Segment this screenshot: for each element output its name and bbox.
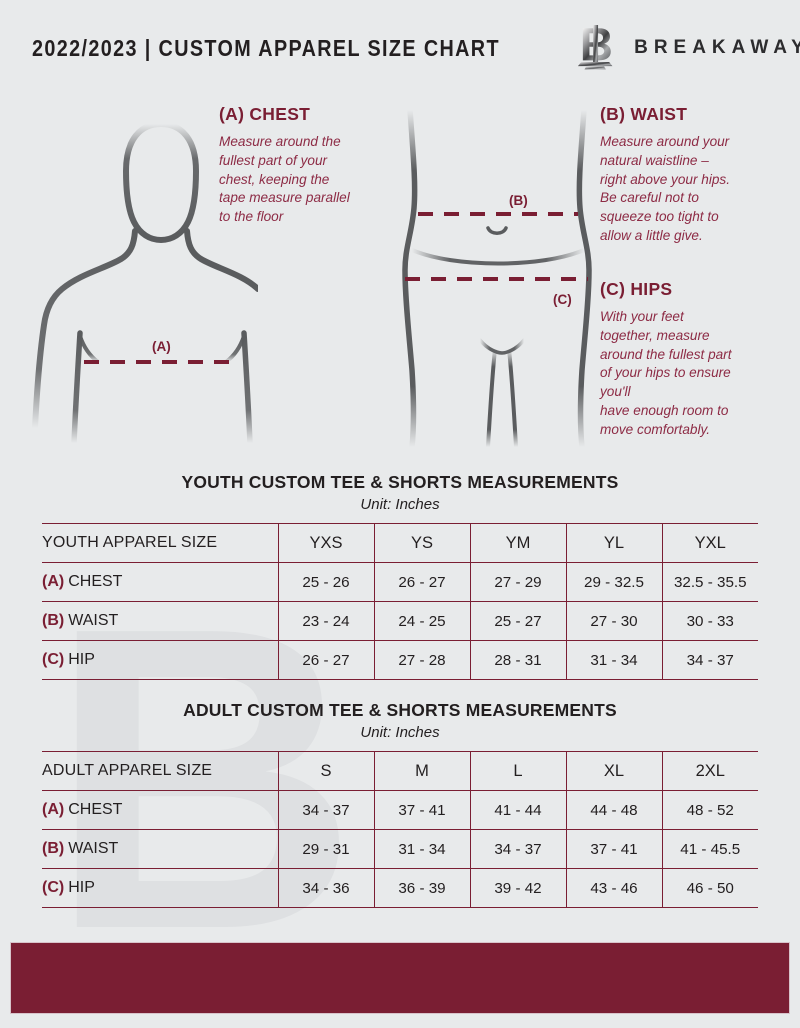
youth-size-header-yl: YL [566, 523, 663, 563]
adult-cell-hip-s: 34 - 36 [278, 868, 375, 908]
adult-cell-hip-l: 39 - 42 [470, 868, 567, 908]
callout-chest-title: (A) CHEST [219, 104, 311, 124]
callout-hips-title: (C) HIPS [600, 279, 673, 299]
youth-cell-hip-yl: 31 - 34 [566, 640, 663, 680]
adult-cell-waist-l: 34 - 37 [470, 829, 567, 869]
table-row: (C) HIP 34 - 36 36 - 39 39 - 42 43 - 46 46 - 5… [42, 868, 758, 908]
youth-size-header-yxl: YXL [662, 523, 758, 563]
youth-size-header-yxs: YXS [278, 523, 375, 563]
youth-cell-hip-ys: 27 - 28 [374, 640, 471, 680]
measurement-tag: (C) [42, 651, 65, 668]
adult-cell-chest-2xl: 48 - 52 [662, 790, 758, 830]
youth-cell-chest-yxl: 32.5 - 35.5 [662, 562, 758, 602]
adult-cell-chest-m: 37 - 41 [374, 790, 471, 830]
youth-section-title: YOUTH CUSTOM TEE & SHORTS MEASUREMENTS [181, 472, 619, 492]
measurement-tag: (A) [42, 801, 65, 818]
table-row: (A) CHEST 25 - 26 26 - 27 27 - 29 29 - 32.5 32… [42, 562, 758, 602]
breakaway-b-monogram-icon [576, 25, 616, 71]
youth-cell-hip-yxs: 26 - 27 [278, 640, 375, 680]
brand-name: BREAKAWAY [634, 37, 800, 58]
youth-cell-waist-ys: 24 - 25 [374, 601, 471, 641]
table-row: (B) WAIST 29 - 31 31 - 34 34 - 37 37 - 41 41 -… [42, 829, 758, 869]
adult-cell-waist-m: 31 - 34 [374, 829, 471, 869]
youth-size-header-ys: YS [374, 523, 471, 563]
adult-section-unit: Unit: Inches [360, 724, 440, 741]
youth-size-table: YOUTH APPAREL SIZE YXS YS YM YL YXL (A) CHEST 25… [42, 523, 758, 680]
adult-apparel-size-header: ADULT APPAREL SIZE [42, 751, 279, 791]
youth-cell-chest-yxs: 25 - 26 [278, 562, 375, 602]
youth-cell-hip-yxl: 34 - 37 [662, 640, 758, 680]
youth-row-label-hip: (C) HIP [42, 640, 279, 680]
measurement-tag: (C) [42, 879, 65, 896]
adult-cell-hip-m: 36 - 39 [374, 868, 471, 908]
youth-row-label-chest: (A) CHEST [42, 562, 279, 602]
youth-size-header-ym: YM [470, 523, 567, 563]
youth-cell-hip-ym: 28 - 31 [470, 640, 567, 680]
adult-table-header-row: ADULT APPAREL SIZE S M L XL 2XL [42, 751, 758, 791]
youth-section-unit: Unit: Inches [360, 496, 440, 513]
adult-cell-waist-2xl: 41 - 45.5 [662, 829, 758, 869]
hip-measure-label: (C) [553, 292, 572, 307]
table-row: (B) WAIST 23 - 24 24 - 25 25 - 27 27 - 30 30 -… [42, 601, 758, 641]
adult-cell-waist-xl: 37 - 41 [566, 829, 663, 869]
adult-row-label-waist: (B) WAIST [42, 829, 279, 869]
adult-cell-chest-s: 34 - 37 [278, 790, 375, 830]
measurement-tag: (B) [42, 612, 65, 629]
youth-cell-waist-ym: 25 - 27 [470, 601, 567, 641]
adult-cell-chest-xl: 44 - 48 [566, 790, 663, 830]
measurement-diagrams: (A) [0, 96, 800, 466]
adult-size-header-2xl: 2XL [662, 751, 758, 791]
youth-apparel-size-header: YOUTH APPAREL SIZE [42, 523, 279, 563]
page-header: 2022/2023 | CUSTOM APPAREL SIZE CHART [0, 0, 800, 96]
callout-hips: (C) HIPS With your feet together, measur… [600, 279, 780, 439]
youth-cell-waist-yxs: 23 - 24 [278, 601, 375, 641]
youth-section: YOUTH CUSTOM TEE & SHORTS MEASUREMENTS U… [42, 472, 758, 680]
footer-bar [10, 942, 790, 1014]
upper-body-figure [18, 98, 261, 463]
waist-measure-label: (B) [509, 193, 528, 208]
table-row: (A) CHEST 34 - 37 37 - 41 41 - 44 44 - 48 48 -… [42, 790, 758, 830]
callout-chest-body: Measure around the fullest part of your … [219, 134, 350, 224]
adult-cell-waist-s: 29 - 31 [278, 829, 375, 869]
adult-size-header-xl: XL [566, 751, 663, 791]
adult-section: ADULT CUSTOM TEE & SHORTS MEASUREMENTS U… [42, 700, 758, 908]
measurement-tag: (A) [42, 573, 65, 590]
adult-row-label-hip: (C) HIP [42, 868, 279, 908]
page-title: 2022/2023 | CUSTOM APPAREL SIZE CHART [32, 34, 500, 61]
callout-waist-body: Measure around your natural waistline – … [600, 134, 730, 243]
adult-cell-hip-2xl: 46 - 50 [662, 868, 758, 908]
chest-measure-label: (A) [152, 339, 171, 354]
table-row: (C) HIP 26 - 27 27 - 28 28 - 31 31 - 34 34 - 3… [42, 640, 758, 680]
measurement-tag: (B) [42, 840, 65, 857]
youth-cell-waist-yxl: 30 - 33 [662, 601, 758, 641]
brand-lockup: BREAKAWAY [576, 25, 800, 71]
youth-table-header-row: YOUTH APPAREL SIZE YXS YS YM YL YXL [42, 523, 758, 563]
youth-row-label-waist: (B) WAIST [42, 601, 279, 641]
adult-size-header-s: S [278, 751, 375, 791]
adult-size-table: ADULT APPAREL SIZE S M L XL 2XL (A) CHEST 34 - 3… [42, 751, 758, 908]
youth-cell-chest-ys: 26 - 27 [374, 562, 471, 602]
adult-cell-hip-xl: 43 - 46 [566, 868, 663, 908]
callout-waist-title: (B) WAIST [600, 104, 688, 124]
lower-body-figure [392, 102, 612, 457]
callout-hips-body: With your feet together, measure around … [600, 309, 732, 437]
youth-cell-waist-yl: 27 - 30 [566, 601, 663, 641]
adult-size-header-l: L [470, 751, 567, 791]
adult-size-header-m: M [374, 751, 471, 791]
youth-cell-chest-ym: 27 - 29 [470, 562, 567, 602]
callout-chest: (A) CHEST Measure around the fullest par… [219, 104, 397, 227]
youth-cell-chest-yl: 29 - 32.5 [566, 562, 663, 602]
callout-waist: (B) WAIST Measure around your natural wa… [600, 104, 780, 246]
adult-section-title: ADULT CUSTOM TEE & SHORTS MEASUREMENTS [183, 700, 617, 720]
adult-row-label-chest: (A) CHEST [42, 790, 279, 830]
adult-cell-chest-l: 41 - 44 [470, 790, 567, 830]
